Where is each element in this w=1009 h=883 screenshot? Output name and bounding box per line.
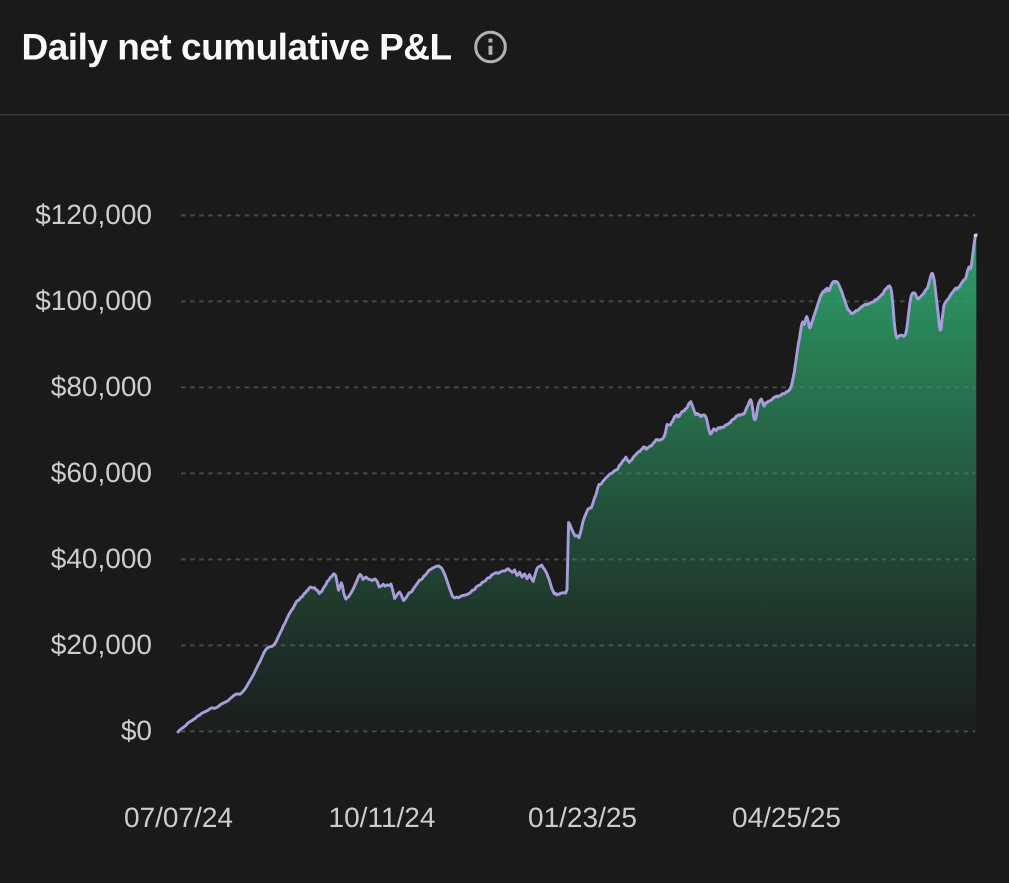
svg-text:10/11/24: 10/11/24	[329, 802, 436, 833]
svg-text:$40,000: $40,000	[51, 543, 152, 574]
svg-text:$60,000: $60,000	[51, 457, 152, 488]
svg-text:04/25/25: 04/25/25	[732, 802, 841, 833]
svg-text:01/23/25: 01/23/25	[528, 802, 637, 833]
svg-text:$100,000: $100,000	[35, 285, 152, 316]
svg-text:$20,000: $20,000	[51, 629, 152, 660]
svg-text:$80,000: $80,000	[51, 371, 152, 402]
svg-text:07/07/24: 07/07/24	[124, 802, 233, 833]
svg-text:$120,000: $120,000	[35, 199, 152, 230]
svg-text:$0: $0	[121, 715, 152, 746]
svg-text:Daily net cumulative P&L: Daily net cumulative P&L	[22, 27, 452, 68]
